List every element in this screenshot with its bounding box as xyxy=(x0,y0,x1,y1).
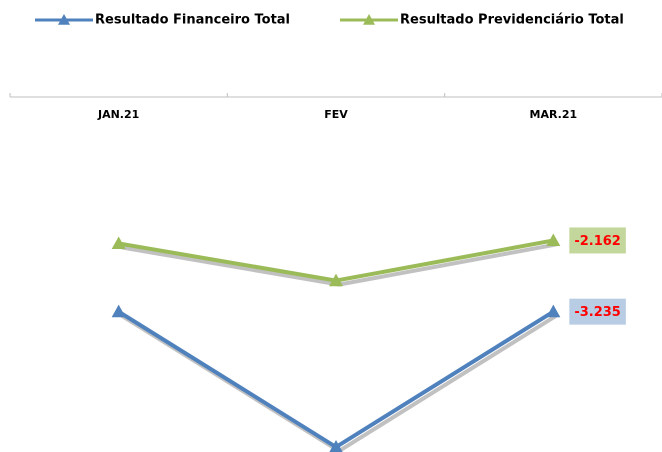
point-marker xyxy=(329,440,343,452)
x-tick-label: JAN.21 xyxy=(97,108,139,121)
point-marker xyxy=(111,236,126,250)
legend-label: Resultado Financeiro Total xyxy=(95,13,290,28)
point-marker xyxy=(111,304,126,318)
data-label: -3.235 xyxy=(574,305,621,320)
line-shadow xyxy=(120,313,558,452)
point-marker xyxy=(546,304,561,318)
x-tick-label: MAR.21 xyxy=(530,108,578,121)
data-label-box xyxy=(569,227,626,254)
x-tick-label: FEV xyxy=(324,108,348,121)
legend-label: Resultado Previdenciário Total xyxy=(400,13,624,28)
point-marker xyxy=(546,233,561,247)
data-label-box xyxy=(569,298,626,325)
legend-marker xyxy=(58,14,70,25)
point-marker xyxy=(329,273,343,287)
data-label: -2.162 xyxy=(574,234,621,249)
series-line xyxy=(117,309,555,450)
legend-marker xyxy=(363,14,376,25)
